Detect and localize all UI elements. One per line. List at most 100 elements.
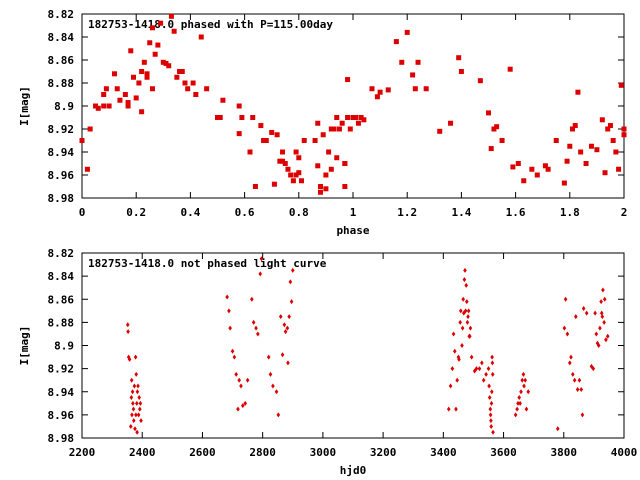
data-point — [621, 126, 627, 132]
data-point — [117, 97, 123, 103]
data-point — [494, 124, 500, 130]
chart-title: 182753-1418.0 not phased light curve — [88, 257, 327, 270]
data-point — [315, 163, 321, 169]
data-point — [468, 325, 473, 331]
data-point — [600, 314, 605, 320]
data-point — [251, 319, 256, 325]
data-point — [568, 360, 572, 366]
data-point — [521, 371, 526, 377]
data-point — [350, 115, 356, 120]
data-point — [448, 383, 453, 389]
data-point — [301, 138, 307, 143]
data-point — [254, 325, 258, 331]
data-point — [404, 29, 410, 35]
data-point — [247, 149, 253, 155]
data-point — [127, 356, 132, 362]
data-point — [602, 170, 608, 176]
data-point — [583, 161, 589, 166]
data-point — [456, 354, 461, 360]
data-point — [269, 129, 275, 135]
x-tick-label: 0.6 — [235, 206, 255, 219]
data-point — [141, 59, 147, 65]
data-point — [171, 28, 177, 34]
data-point — [513, 412, 518, 418]
data-point — [458, 308, 463, 314]
data-point — [286, 360, 290, 366]
data-point — [215, 115, 220, 120]
data-point — [545, 166, 551, 172]
data-point — [136, 412, 141, 418]
data-point — [258, 271, 263, 277]
data-point — [131, 406, 136, 412]
data-point — [588, 143, 594, 149]
data-point — [125, 322, 130, 328]
data-point — [507, 66, 513, 72]
data-point — [160, 59, 166, 65]
y-tick-label: 8.96 — [48, 169, 75, 182]
data-point — [347, 126, 353, 132]
data-point — [277, 158, 283, 164]
y-tick-label: 8.88 — [48, 77, 75, 90]
data-point — [353, 115, 359, 120]
x-tick-label: 0.2 — [126, 206, 146, 219]
data-point — [613, 149, 619, 155]
data-point — [562, 325, 567, 331]
data-point — [315, 120, 321, 126]
phased-light-curve-panel: 8.82 8.84 8.86 8.88 8.9 8.92 8.94 8.96 8.98 0 0.2 0… — [18, 8, 627, 237]
data-point — [358, 115, 364, 120]
data-point — [144, 71, 150, 77]
data-point — [198, 34, 204, 40]
data-point — [468, 333, 472, 339]
data-point — [158, 20, 164, 26]
data-point — [296, 155, 302, 161]
data-point — [317, 184, 323, 189]
data-point — [553, 138, 559, 143]
data-point — [101, 92, 107, 97]
data-point — [125, 103, 131, 109]
data-point — [591, 366, 596, 372]
y-tick-label: 8.82 — [48, 8, 75, 21]
y-tick-label: 8.88 — [48, 316, 75, 329]
data-point — [463, 267, 467, 273]
x-tick-label: 2 — [621, 206, 628, 219]
data-point — [290, 267, 295, 273]
data-point — [474, 366, 479, 372]
data-point — [287, 314, 291, 320]
data-point — [320, 132, 326, 138]
x-axis-label: phase — [336, 224, 369, 237]
data-point — [594, 147, 600, 153]
data-point — [259, 256, 264, 262]
data-point — [280, 352, 285, 358]
plot-frame — [81, 13, 625, 199]
data-point — [460, 343, 464, 348]
data-point — [228, 325, 232, 331]
data-point — [149, 25, 155, 31]
y-tick-label: 8.9 — [54, 100, 74, 113]
data-point — [486, 366, 491, 372]
data-point — [152, 51, 158, 57]
data-point — [621, 132, 627, 138]
y-tick-label: 8.94 — [48, 386, 75, 399]
data-point — [112, 71, 118, 77]
data-point — [250, 296, 254, 302]
data-point — [278, 314, 283, 320]
y-tick-label: 8.86 — [48, 54, 75, 67]
data-point — [616, 166, 622, 172]
data-point — [293, 149, 299, 155]
data-point — [451, 331, 456, 337]
data-point — [596, 343, 601, 348]
data-point — [374, 94, 380, 100]
x-tick-label: 0.8 — [289, 206, 309, 219]
data-point — [361, 117, 367, 123]
y-axis-label: I[mag] — [18, 86, 31, 126]
data-point — [567, 143, 573, 149]
data-point — [139, 418, 143, 424]
data-point — [561, 180, 567, 186]
x-tick-label: 3000 — [310, 446, 337, 459]
data-point — [323, 186, 329, 192]
data-point — [455, 377, 459, 383]
data-point — [185, 86, 191, 92]
data-point — [480, 360, 484, 366]
data-point — [283, 329, 288, 335]
